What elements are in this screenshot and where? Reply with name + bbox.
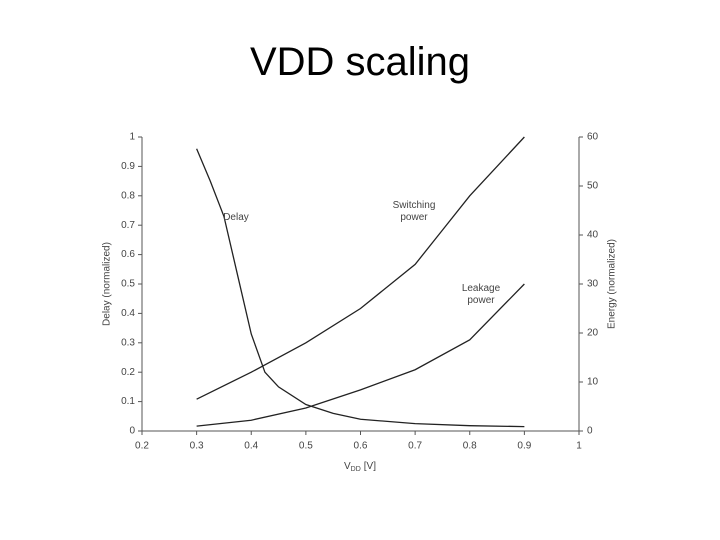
series-line <box>196 136 525 400</box>
x-tick-label: 0.8 <box>463 441 477 452</box>
y-tick-label: 0.5 <box>121 279 135 290</box>
x-label-main: V <box>344 461 351 472</box>
y2-tick-label: 60 <box>587 132 599 143</box>
x-tick-label: 0.6 <box>354 441 368 452</box>
x-label-unit: [V] <box>364 461 376 472</box>
y-tick-label: 0.9 <box>121 161 135 172</box>
y-tick-label: 0.8 <box>121 190 135 201</box>
y2-tick-label: 40 <box>587 230 599 241</box>
slide-title: VDD scaling <box>249 40 471 84</box>
y-tick-label: 0.2 <box>121 367 135 378</box>
x-label-sub: DD <box>351 466 361 473</box>
x-axis-label: VDD [V] <box>344 461 376 473</box>
y-axis-label: Delay (normalized) <box>102 242 113 326</box>
y-tick-label: 0.4 <box>121 308 135 319</box>
y2-tick-label: 50 <box>587 181 599 192</box>
x-tick-label: 0.3 <box>190 441 204 452</box>
x-tick-label: 0.4 <box>244 441 258 452</box>
x-tick-label: 0.9 <box>517 441 531 452</box>
leakage-label: Leakage power <box>461 283 501 306</box>
delay-label: Delay <box>223 212 249 223</box>
y2-tick-label: 20 <box>587 328 599 339</box>
y-tick-label: 0.6 <box>121 249 135 260</box>
y-tick-label: 0.3 <box>121 337 135 348</box>
y2-tick-label: 10 <box>587 377 599 388</box>
y2-tick-label: 30 <box>587 279 599 290</box>
series-line <box>196 148 525 428</box>
y2-axis-label: Energy (normalized) <box>607 239 618 329</box>
x-tick-label: 0.5 <box>299 441 313 452</box>
switching-label: Switching power <box>392 200 436 223</box>
series-line <box>196 283 525 427</box>
y-tick-label: 0.7 <box>121 220 135 231</box>
y-tick-label: 1 <box>129 132 135 143</box>
y-tick-label: 0 <box>129 426 135 437</box>
y-tick-label: 0.1 <box>121 396 135 407</box>
x-tick-label: 1 <box>576 441 582 452</box>
x-tick-label: 0.7 <box>408 441 422 452</box>
y2-tick-label: 0 <box>587 426 593 437</box>
x-tick-label: 0.2 <box>135 441 149 452</box>
